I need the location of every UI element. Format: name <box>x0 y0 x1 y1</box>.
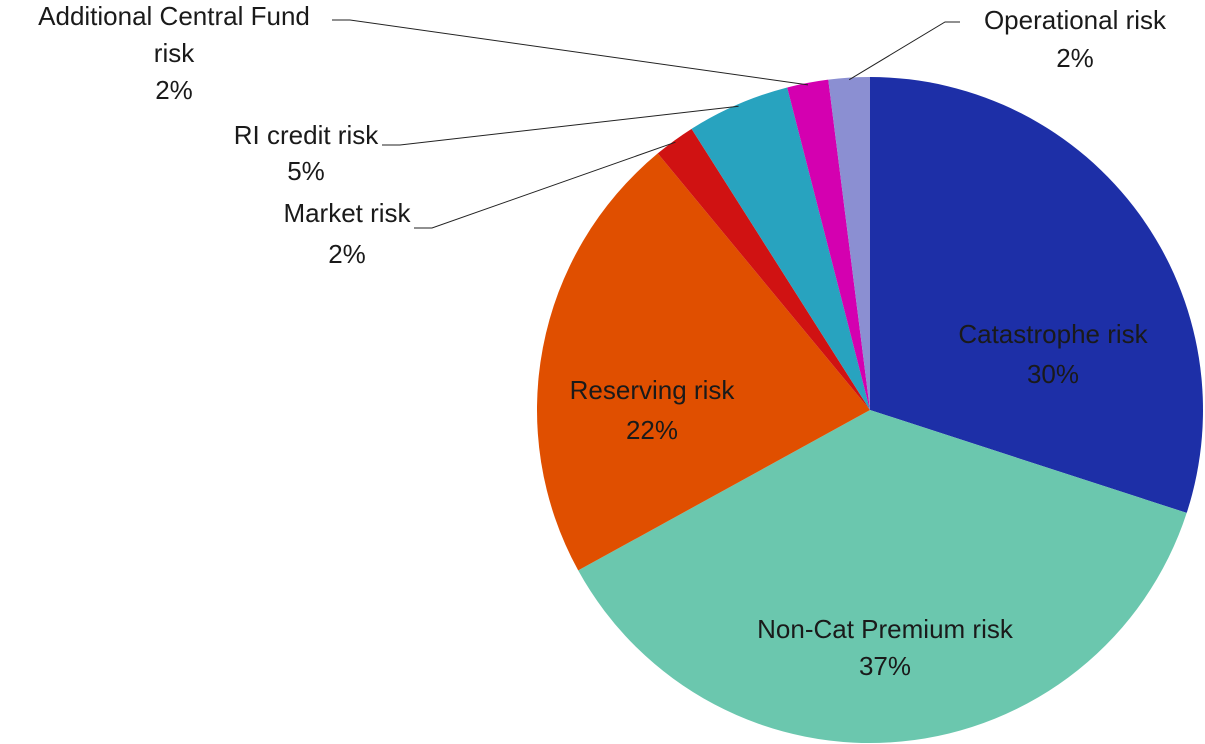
leader-line <box>414 141 676 229</box>
slice-value-label: 5% <box>287 156 325 186</box>
slice-value-label: 2% <box>155 75 193 105</box>
slice-value-label: 2% <box>328 239 366 269</box>
slice-label: Additional Central Fund risk <box>38 1 310 68</box>
leader-line <box>332 19 809 86</box>
slice-label: Non-Cat Premium risk <box>757 614 1014 644</box>
slice-value-label: 2% <box>1056 43 1094 73</box>
slice-label: Market risk <box>283 198 411 228</box>
slice-label: Operational risk <box>984 5 1167 35</box>
pie-slice <box>657 128 870 410</box>
pie-slice <box>691 87 870 411</box>
slice-value-label: 22% <box>626 415 678 445</box>
slice-value-label: 30% <box>1027 359 1079 389</box>
pie-slice <box>870 77 1204 513</box>
slice-label: Catastrophe risk <box>958 319 1148 349</box>
pie-slice <box>578 410 1187 743</box>
leader-line <box>382 105 739 146</box>
leader-line <box>848 21 960 81</box>
pie-slice <box>537 153 870 571</box>
pie-slice <box>828 77 870 410</box>
slice-label: Reserving risk <box>570 375 736 405</box>
slice-label: RI credit risk <box>234 120 379 150</box>
pie-slice <box>787 79 870 411</box>
slice-value-label: 37% <box>859 651 911 681</box>
